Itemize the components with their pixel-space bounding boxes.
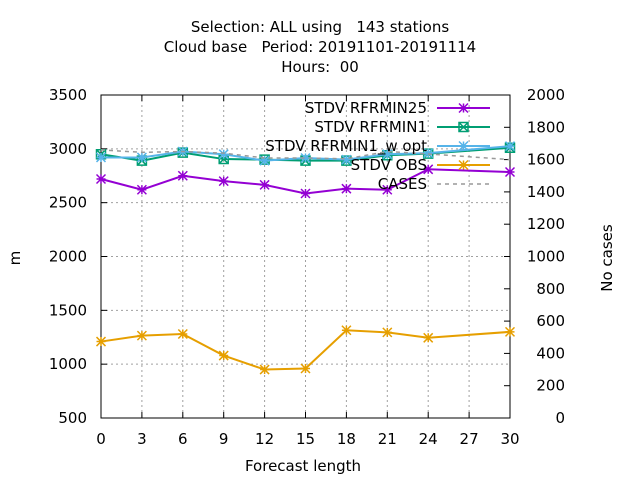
legend-marker	[458, 140, 469, 152]
series-cases	[100, 149, 511, 161]
y2-tick-label: 1200	[527, 215, 565, 233]
data-point	[341, 183, 352, 194]
data-point	[382, 327, 393, 338]
y-axis-label: m	[6, 251, 24, 266]
data-point	[423, 148, 434, 159]
data-point	[504, 166, 516, 178]
y2-tick-label: 1800	[527, 118, 565, 136]
series-stdv-obs	[95, 325, 516, 375]
data-point	[177, 170, 188, 181]
plot-frame	[100, 94, 511, 419]
series-stdv-rfrmin1-w-opt	[95, 141, 516, 166]
chart-title-line-3: Hours: 00	[281, 58, 359, 76]
series-line	[100, 168, 511, 195]
series-line	[100, 329, 511, 371]
series-line	[100, 149, 511, 161]
x-axis-label: Forecast length	[245, 457, 361, 475]
chart-title-line-1: Selection: ALL using 143 stations	[190, 18, 450, 36]
y-tick-label: 500	[58, 409, 87, 427]
data-point	[95, 152, 107, 163]
data-point	[423, 164, 434, 175]
data-point	[341, 325, 352, 336]
y-tick-label: 2500	[49, 194, 87, 212]
legend-label: STDV RFRMIN1_w opt	[265, 137, 427, 156]
x-tick-label: 21	[378, 430, 397, 448]
data-point	[218, 350, 229, 361]
y2-tick-label: 1400	[527, 183, 565, 201]
legend-item: STDV RFRMIN25	[305, 99, 490, 117]
x-tick-label: 15	[296, 430, 315, 448]
y2-tick-label: 1600	[527, 151, 565, 169]
legend-marker	[458, 121, 469, 133]
y2-tick-label: 2000	[527, 86, 565, 104]
data-point	[259, 179, 270, 190]
data-point	[382, 184, 393, 195]
data-point	[95, 173, 107, 185]
x-tick-label: 12	[255, 430, 274, 448]
series-line	[101, 145, 511, 162]
y2-tick-label: 800	[536, 280, 565, 298]
y-tick-label: 3500	[49, 86, 87, 104]
y2-tick-label: 0	[555, 409, 565, 427]
data-point	[259, 155, 270, 166]
legend-item: STDV OBS	[351, 156, 490, 174]
y2-tick-label: 1000	[527, 248, 565, 266]
data-point	[382, 149, 393, 160]
data-point	[300, 152, 311, 164]
x-tick-label: 24	[419, 430, 438, 448]
y-tick-label: 1000	[49, 355, 87, 373]
data-point	[177, 328, 188, 340]
series-stdv-rfrmin25	[95, 164, 516, 199]
data-point	[259, 364, 270, 375]
data-point	[341, 154, 352, 165]
chart-title-line-2: Cloud base Period: 20191101-20191114	[163, 38, 477, 56]
legend-item: STDV RFRMIN1_w opt	[265, 137, 490, 156]
legend-label: STDV RFRMIN25	[305, 99, 427, 117]
data-point	[218, 176, 229, 187]
x-tick-label: 3	[137, 430, 147, 448]
data-point	[504, 141, 516, 152]
y-tick-label: 1500	[49, 301, 87, 319]
axes	[100, 94, 511, 419]
data-point	[95, 336, 107, 347]
data-point	[504, 326, 516, 337]
data-point	[423, 332, 434, 343]
legend-marker	[458, 102, 469, 114]
y2-tick-label: 200	[536, 377, 565, 395]
y2-tick-label: 600	[536, 312, 565, 330]
legend-label: STDV RFRMIN1	[314, 118, 427, 136]
legend-label: STDV OBS	[351, 156, 427, 174]
y-tick-label: 3000	[49, 140, 87, 158]
x-tick-label: 0	[96, 430, 106, 448]
data-point	[136, 184, 147, 195]
data-point	[136, 152, 147, 163]
data-point	[136, 330, 147, 341]
series-layer	[95, 141, 516, 375]
x-tick-label: 27	[460, 430, 479, 448]
tick-labels: 0 3 6 9 12 15 18 21 24 27 305001000150020002500300…	[49, 86, 565, 448]
x-tick-label: 30	[500, 430, 519, 448]
y-tick-label: 2000	[49, 248, 87, 266]
x-tick-label: 6	[178, 430, 188, 448]
legend-item: CASES	[378, 175, 490, 193]
data-point	[300, 188, 311, 199]
legend-label: CASES	[378, 175, 427, 193]
data-point	[218, 149, 229, 160]
legend-marker	[458, 159, 469, 171]
y2-axis-label: No cases	[598, 224, 616, 292]
x-tick-label: 18	[337, 430, 356, 448]
data-point	[300, 363, 311, 374]
y2-tick-label: 400	[536, 344, 565, 362]
x-tick-label: 9	[219, 430, 229, 448]
legend-item: STDV RFRMIN1	[314, 118, 490, 136]
